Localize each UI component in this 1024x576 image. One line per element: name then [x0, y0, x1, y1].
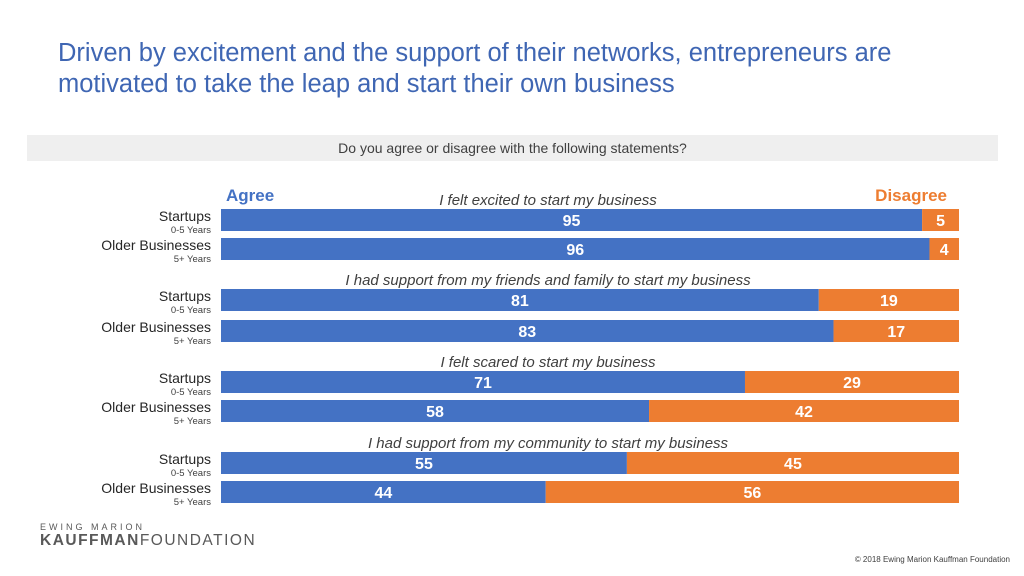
bar-agree: [221, 289, 819, 311]
bar-disagree: [649, 400, 959, 422]
row-sublabel: 0-5 Years: [171, 468, 211, 479]
bar-disagree: [922, 209, 959, 231]
data-label-agree: 81: [511, 293, 529, 310]
data-label-disagree: 4: [940, 242, 949, 259]
row-label: Older Businesses: [101, 399, 211, 415]
statement-label: I felt excited to start my business: [439, 192, 657, 209]
data-label-agree: 95: [563, 213, 581, 230]
data-label-agree: 55: [415, 456, 433, 473]
row-label: Startups: [159, 208, 211, 224]
data-label-disagree: 42: [795, 404, 813, 421]
data-label-agree: 71: [474, 375, 492, 392]
bar-agree: [221, 481, 546, 503]
row-sublabel: 5+ Years: [174, 336, 211, 347]
bar-agree: [221, 320, 834, 342]
bar-disagree: [744, 371, 959, 393]
row-label: Startups: [159, 451, 211, 467]
bar-agree: [221, 452, 627, 474]
data-label-disagree: 29: [843, 375, 861, 392]
legend-disagree: Disagree: [875, 186, 947, 205]
row-label: Older Businesses: [101, 319, 211, 335]
data-label-disagree: 5: [936, 213, 945, 230]
row-sublabel: 0-5 Years: [171, 305, 211, 316]
logo-top-text: EWING MARION: [40, 522, 145, 532]
data-label-disagree: 56: [743, 485, 761, 502]
bar-disagree: [626, 452, 959, 474]
bar-disagree: [929, 238, 959, 260]
bar-agree: [221, 209, 923, 231]
logo-bold-text: KAUFFMAN: [40, 532, 140, 549]
row-label: Older Businesses: [101, 480, 211, 496]
data-label-agree: 44: [374, 485, 392, 502]
row-label: Startups: [159, 288, 211, 304]
bar-agree: [221, 238, 930, 260]
bar-disagree: [818, 289, 959, 311]
bar-agree: [221, 400, 650, 422]
logo-regular-text: FOUNDATION: [139, 532, 257, 549]
data-label-disagree: 45: [784, 456, 802, 473]
question-band: Do you agree or disagree with the follow…: [27, 135, 998, 161]
row-label: Older Businesses: [101, 237, 211, 253]
data-label-agree: 58: [426, 404, 444, 421]
bar-disagree: [833, 320, 959, 342]
kauffman-logo: EWING MARION KAUFFMANFOUNDATION: [40, 522, 256, 550]
data-label-disagree: 17: [887, 324, 905, 341]
data-label-agree: 83: [518, 324, 536, 341]
statement-label: I felt scared to start my business: [440, 354, 656, 371]
data-label-agree: 96: [566, 242, 584, 259]
data-label-disagree: 19: [880, 293, 898, 310]
statement-label: I had support from my friends and family…: [345, 272, 751, 289]
row-sublabel: 5+ Years: [174, 416, 211, 427]
legend-agree: Agree: [226, 186, 274, 205]
bar-disagree: [545, 481, 959, 503]
row-sublabel: 5+ Years: [174, 497, 211, 508]
bar-agree: [221, 371, 745, 393]
row-sublabel: 5+ Years: [174, 254, 211, 265]
question-text: Do you agree or disagree with the follow…: [338, 140, 687, 156]
row-sublabel: 0-5 Years: [171, 225, 211, 236]
copyright: © 2018 Ewing Marion Kauffman Foundation: [854, 555, 1010, 564]
row-sublabel: 0-5 Years: [171, 387, 211, 398]
statement-label: I had support from my community to start…: [368, 435, 729, 452]
slide-title: Driven by excitement and the support of …: [58, 39, 892, 98]
row-label: Startups: [159, 370, 211, 386]
stacked-bar-chart: Agree Disagree I felt excited to start my …: [101, 186, 959, 508]
